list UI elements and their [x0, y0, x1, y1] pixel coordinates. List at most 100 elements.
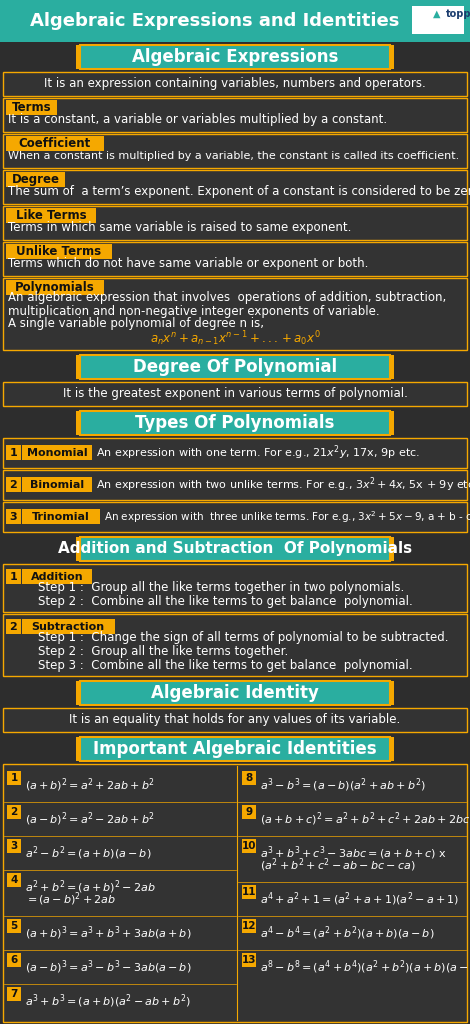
Bar	[389, 537, 394, 561]
Text: It is an expression containing variables, numbers and operators.: It is an expression containing variables…	[44, 78, 426, 90]
Text: A single variable polynomial of degree n is,: A single variable polynomial of degree n…	[8, 317, 264, 331]
Bar	[3, 382, 467, 406]
Text: Algebraic Identity: Algebraic Identity	[151, 684, 319, 702]
Bar	[6, 569, 21, 584]
Text: 9: 9	[245, 807, 252, 817]
Text: It is a constant, a variable or variables multiplied by a constant.: It is a constant, a variable or variable…	[8, 114, 387, 127]
Bar	[76, 45, 81, 69]
Bar	[6, 509, 21, 524]
Text: 13: 13	[242, 955, 256, 965]
Text: 2: 2	[9, 622, 17, 632]
Bar	[6, 445, 21, 460]
Text: 10: 10	[242, 841, 256, 851]
Text: Algebraic Expressions: Algebraic Expressions	[132, 48, 338, 66]
Text: $(a - b)^2 = a^2 - 2ab + b^2$: $(a - b)^2 = a^2 - 2ab + b^2$	[25, 810, 155, 827]
Bar	[3, 502, 467, 532]
Bar	[0, 42, 470, 72]
Bar	[0, 352, 470, 382]
Bar	[7, 771, 21, 785]
Bar	[6, 477, 21, 492]
Bar	[3, 764, 467, 1022]
Bar	[3, 72, 467, 96]
Bar	[3, 278, 467, 350]
Bar	[76, 537, 81, 561]
Text: 5: 5	[10, 921, 18, 931]
Text: An expression with two unlike terms. For e.g., $3x^2 + 4x$, 5x + 9y etc.: An expression with two unlike terms. For…	[96, 476, 470, 495]
Bar	[3, 134, 467, 168]
Text: Like Terms: Like Terms	[16, 209, 86, 222]
Text: Terms in which same variable is raised to same exponent.: Terms in which same variable is raised t…	[8, 221, 352, 234]
Bar	[0, 534, 470, 564]
Text: $a^3 - b^3 = (a - b)(a^2 + ab + b^2)$: $a^3 - b^3 = (a - b)(a^2 + ab + b^2)$	[260, 776, 426, 794]
Text: Step 2 :  Combine all the like terms to get balance  polynomial.: Step 2 : Combine all the like terms to g…	[38, 596, 413, 608]
Bar	[22, 618, 115, 634]
Bar	[6, 280, 104, 295]
Bar	[389, 45, 394, 69]
Bar	[7, 987, 21, 1001]
Bar	[7, 919, 21, 933]
Text: $= (a - b)^2 + 2ab$: $= (a - b)^2 + 2ab$	[25, 890, 116, 908]
Bar	[22, 445, 92, 460]
Bar	[3, 614, 467, 676]
Bar	[80, 45, 390, 69]
Bar	[80, 681, 390, 705]
Bar	[242, 805, 256, 819]
Text: Step 2 :  Group all the like terms together.: Step 2 : Group all the like terms togeth…	[38, 645, 288, 658]
Text: $a^2 - b^2 = (a + b)(a - b)$: $a^2 - b^2 = (a + b)(a - b)$	[25, 844, 151, 862]
Bar	[242, 885, 256, 899]
Text: $(a^2 + b^2 + c^2 - ab - bc - ca)$: $(a^2 + b^2 + c^2 - ab - bc - ca)$	[260, 856, 415, 873]
Bar	[3, 708, 467, 732]
Text: Important Algebraic Identities: Important Algebraic Identities	[93, 740, 377, 758]
Text: 1: 1	[10, 773, 18, 783]
Bar	[3, 242, 467, 276]
Text: 3: 3	[10, 512, 17, 521]
Bar	[80, 355, 390, 379]
Bar	[6, 172, 65, 187]
Text: $a^3 + b^3 = (a + b)(a^2 - ab + b^2)$: $a^3 + b^3 = (a + b)(a^2 - ab + b^2)$	[25, 992, 191, 1010]
Bar	[6, 244, 111, 259]
Text: 4: 4	[10, 874, 18, 885]
Text: $(a - b)^3 = a^3 - b^3 - 3ab(a - b)$: $(a - b)^3 = a^3 - b^3 - 3ab(a - b)$	[25, 958, 191, 976]
Text: $(a + b + c)^2 = a^2 + b^2 + c^2 + 2ab + 2bc + 2ac$: $(a + b + c)^2 = a^2 + b^2 + c^2 + 2ab +…	[260, 810, 470, 827]
Bar	[6, 208, 96, 223]
Bar	[22, 509, 100, 524]
Bar	[7, 953, 21, 967]
Bar	[0, 678, 470, 708]
Text: When a constant is multiplied by a variable, the constant is called its coeffici: When a constant is multiplied by a varia…	[8, 151, 459, 161]
Text: Terms: Terms	[12, 101, 51, 114]
Bar	[242, 839, 256, 853]
Text: 11: 11	[242, 887, 256, 897]
Bar	[6, 618, 21, 634]
Text: An expression with one term. For e.g., $21x^2y$, 17x, 9p etc.: An expression with one term. For e.g., $…	[96, 443, 420, 462]
Bar	[80, 411, 390, 435]
Text: It is an equality that holds for any values of its variable.: It is an equality that holds for any val…	[70, 714, 400, 726]
Bar	[7, 805, 21, 819]
Text: 7: 7	[10, 989, 18, 999]
Bar	[0, 408, 470, 438]
Text: 2: 2	[10, 807, 18, 817]
Bar	[7, 873, 21, 887]
Text: Unlike Terms: Unlike Terms	[16, 245, 102, 258]
Bar	[389, 355, 394, 379]
Text: $a^4 + a^2 + 1  = (a^2 + a + 1)(a^2 - a + 1)$: $a^4 + a^2 + 1 = (a^2 + a + 1)(a^2 - a +…	[260, 890, 459, 908]
Bar	[6, 136, 104, 151]
Text: $(a + b)^2 = a^2 + 2ab + b^2$: $(a + b)^2 = a^2 + 2ab + b^2$	[25, 776, 155, 794]
Text: Trinomial: Trinomial	[32, 512, 90, 521]
Text: An expression with  three unlike terms. For e.g., $3x^2 + 5x - 9$, a + b - c etc: An expression with three unlike terms. F…	[103, 509, 470, 525]
Text: Addition and Subtraction  Of Polynomials: Addition and Subtraction Of Polynomials	[58, 542, 412, 556]
Bar	[80, 737, 390, 761]
Text: $a^2 + b^2 = (a + b)^2 - 2ab$: $a^2 + b^2 = (a + b)^2 - 2ab$	[25, 879, 156, 896]
Text: $a^4 - b^4 = (a^2 + b^2)(a + b)(a - b)$: $a^4 - b^4 = (a^2 + b^2)(a + b)(a - b)$	[260, 925, 434, 942]
Bar	[76, 681, 81, 705]
Text: Degree: Degree	[11, 173, 59, 186]
Text: 12: 12	[242, 921, 256, 931]
Bar	[80, 537, 390, 561]
Text: 1: 1	[9, 447, 17, 458]
Text: 6: 6	[10, 955, 18, 965]
Bar	[242, 953, 256, 967]
Bar	[389, 411, 394, 435]
Text: Types Of Polynomials: Types Of Polynomials	[135, 414, 335, 432]
Text: Binomial: Binomial	[30, 479, 84, 489]
Text: 3: 3	[10, 841, 18, 851]
Bar	[242, 919, 256, 933]
